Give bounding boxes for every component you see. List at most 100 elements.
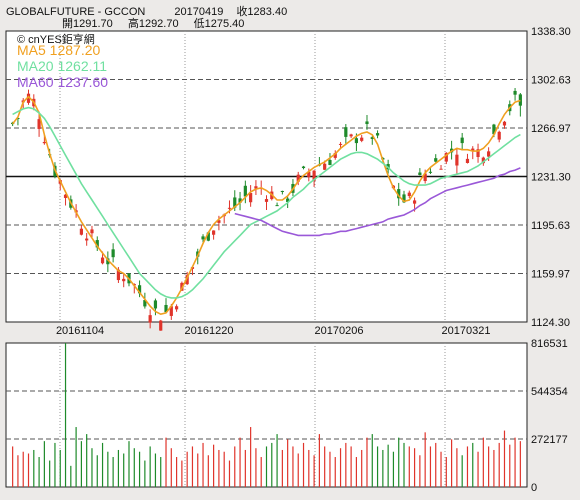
volume-y-tick-label-1: 544354 — [531, 386, 568, 398]
candle-body-38 — [212, 230, 216, 235]
candle-69 — [375, 130, 380, 139]
candle-body-16 — [95, 240, 99, 248]
candle-body-44 — [243, 185, 247, 197]
candle-body-36 — [201, 236, 205, 240]
candle-body-55 — [301, 166, 306, 169]
candle-68 — [370, 136, 374, 145]
candle-85 — [460, 132, 464, 151]
candle-38 — [212, 230, 216, 240]
candle-body-37 — [206, 232, 210, 241]
x-tick-label-1: 20161220 — [185, 325, 234, 337]
candle-86 — [465, 153, 470, 164]
candle-body-20 — [116, 269, 121, 281]
candle-16 — [95, 236, 99, 252]
candle-body-51 — [280, 190, 284, 192]
candle-24 — [137, 280, 142, 298]
candle-body-88 — [476, 149, 480, 158]
candle-64 — [349, 133, 353, 139]
candle-19 — [111, 243, 115, 263]
candle-body-68 — [370, 137, 374, 140]
candle-body-15 — [90, 229, 94, 234]
candle-88 — [476, 143, 480, 163]
candle-body-86 — [465, 158, 470, 164]
candle-body-30 — [169, 306, 173, 316]
low-label: 低1275.40 — [193, 18, 245, 30]
candle-10 — [63, 194, 68, 206]
candle-body-25 — [143, 300, 147, 307]
candle-body-61 — [333, 153, 337, 158]
candle-21 — [122, 273, 126, 288]
high-label: 高1292.70 — [127, 18, 179, 30]
candle-body-24 — [137, 285, 142, 294]
x-tick-label-0: 20161104 — [56, 325, 104, 337]
candle-body-64 — [349, 134, 353, 137]
candle-body-54 — [296, 174, 300, 182]
candle-60 — [328, 153, 332, 166]
candle-body-3 — [26, 93, 31, 103]
open-label: 開1291.70 — [62, 18, 113, 30]
candle-body-67 — [365, 121, 369, 125]
candle-body-90 — [487, 151, 491, 157]
candle-body-52 — [286, 198, 290, 202]
candle-body-29 — [164, 304, 168, 313]
candle-body-46 — [254, 186, 258, 189]
header-line-1: GLOBALFUTURE - GCCON 20170419 收1283.40 — [6, 3, 287, 19]
legend-ma60: MA60 1237.60 — [17, 74, 109, 90]
candle-25 — [143, 292, 147, 309]
candle-57 — [312, 170, 316, 187]
candle-body-59 — [323, 163, 327, 170]
y-tick-label-3: 1231.30 — [531, 172, 571, 184]
candle-body-19 — [111, 249, 115, 258]
candle-body-75 — [407, 192, 411, 197]
candle-body-39 — [217, 220, 221, 223]
candle-95 — [513, 88, 517, 101]
candle-body-93 — [502, 121, 507, 126]
candle-75 — [407, 190, 411, 199]
candle-93 — [502, 120, 507, 129]
candle-body-10 — [63, 194, 68, 198]
candle-43 — [238, 191, 242, 211]
candle-body-77 — [418, 172, 422, 176]
source-label: © cnYES鉅亨網 — [17, 34, 95, 46]
candle-45 — [249, 185, 253, 207]
volume-y-tick-label-0: 816531 — [531, 338, 568, 350]
candle-29 — [164, 298, 168, 314]
ma-line-ma5 — [11, 95, 521, 316]
x-tick-label-3: 20170321 — [442, 325, 491, 337]
candle-1 — [16, 117, 20, 126]
candle-body-17 — [100, 257, 105, 264]
y-tick-label-5: 1159.97 — [531, 268, 570, 280]
y-tick-label-1: 1302.63 — [531, 75, 571, 87]
candle-body-78 — [423, 173, 427, 182]
candle-26 — [148, 309, 152, 329]
candle-body-43 — [238, 198, 242, 203]
candle-body-89 — [481, 157, 485, 164]
candle-body-74 — [402, 194, 406, 203]
candle-body-41 — [227, 207, 232, 209]
candle-body-6 — [42, 141, 46, 144]
candle-31 — [174, 304, 179, 312]
y-tick-label-4: 1195.63 — [531, 220, 570, 232]
candle-body-60 — [328, 159, 332, 165]
candle-body-96 — [518, 94, 522, 106]
candle-13 — [79, 225, 83, 236]
candle-body-69 — [375, 133, 380, 136]
candle-body-92 — [497, 131, 501, 140]
candle-66 — [360, 135, 364, 143]
candle-92 — [497, 130, 501, 143]
candle-body-48 — [264, 199, 269, 202]
candle-44 — [243, 180, 247, 204]
candle-body-50 — [275, 205, 279, 207]
candle-46 — [254, 180, 258, 195]
date-label: 20170419 — [174, 6, 224, 18]
candle-87 — [471, 146, 475, 160]
candle-body-79 — [428, 171, 433, 173]
candle-61 — [333, 150, 337, 160]
candle-50 — [275, 202, 279, 207]
candle-body-66 — [360, 137, 364, 141]
y-tick-label-0: 1338.30 — [531, 26, 571, 38]
legend-ma20: MA20 1262.11 — [17, 58, 108, 74]
candle-body-28 — [159, 320, 163, 331]
candle-body-45 — [249, 193, 253, 203]
